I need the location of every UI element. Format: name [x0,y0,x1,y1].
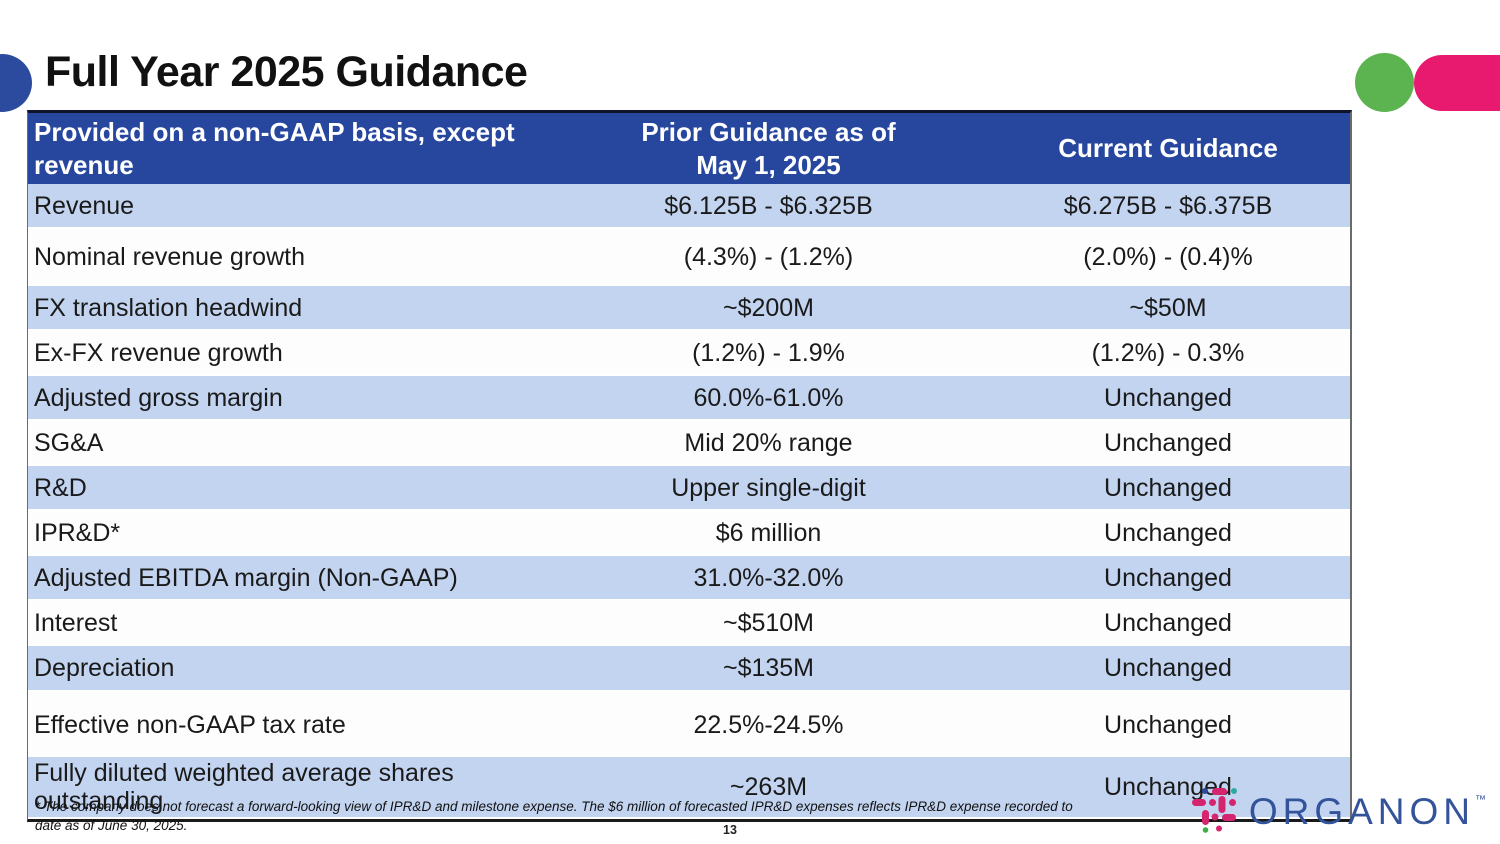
table-row: Nominal revenue growth (4.3%) - (1.2%) (… [28,229,1350,286]
row-label: Ex-FX revenue growth [34,338,283,367]
table-row: Effective non-GAAP tax rate 22.5%-24.5% … [28,692,1350,757]
current-guidance-value: Unchanged [1104,473,1232,502]
page-number: 13 [723,823,737,837]
row-label: Adjusted EBITDA margin (Non-GAAP) [34,563,458,592]
prior-guidance-value: ~263M [729,773,808,801]
prior-guidance-value: Upper single-digit [671,473,866,502]
table-row: Ex-FX revenue growth (1.2%) - 1.9% (1.2%… [28,331,1350,376]
table-row: Fully diluted weighted average shares ou… [28,757,1350,819]
guidance-table: Provided on a non-GAAP basis, except rev… [27,110,1352,822]
organon-logo-icon [1191,788,1237,833]
row-label: Adjusted gross margin [34,383,283,412]
table-row: Interest ~$510M Unchanged [28,601,1350,646]
table-row: Depreciation ~$135M Unchanged [28,646,1350,692]
row-label: IPR&D* [34,518,121,547]
current-guidance-value: Unchanged [1104,773,1232,801]
prior-guidance-value: (4.3%) - (1.2%) [683,242,854,271]
prior-guidance-value: 60.0%-61.0% [693,383,844,412]
current-guidance-value: Unchanged [1104,383,1232,412]
current-guidance-value: (1.2%) - 0.3% [1091,338,1245,367]
prior-guidance-value: (1.2%) - 1.9% [692,338,845,367]
prior-guidance-value: ~$510M [722,608,815,637]
row-label: Depreciation [34,654,175,682]
current-guidance-value: Unchanged [1104,518,1232,547]
page-title: Full Year 2025 Guidance [45,48,528,96]
current-guidance-value: Unchanged [1104,563,1232,592]
row-label: Nominal revenue growth [34,242,305,271]
row-label: FX translation headwind [34,293,303,322]
organon-wordmark: ORGANON™ [1248,790,1486,832]
current-guidance-value: Unchanged [1104,428,1232,457]
table-row: Adjusted EBITDA margin (Non-GAAP) 31.0%-… [28,556,1350,601]
header-current-guidance-column: Current Guidance [1058,133,1278,164]
current-guidance-value: Unchanged [1104,608,1232,637]
table-row: IPR&D* $6 million Unchanged [28,511,1350,556]
green-circle [1355,53,1414,112]
prior-guidance-value: Mid 20% range [684,428,853,457]
prior-guidance-value: ~$135M [722,654,815,682]
current-guidance-value: (2.0%) - (0.4)% [1083,242,1253,271]
prior-guidance-value: 31.0%-32.0% [693,563,844,592]
current-guidance-value: ~$50M [1129,293,1207,322]
table-row: Adjusted gross margin 60.0%-61.0% Unchan… [28,376,1350,421]
footnote: * The company does not forecast a forwar… [35,799,1073,833]
table-row: SG&A Mid 20% range Unchanged [28,421,1350,466]
header-basis-column: Provided on a non-GAAP basis, except rev… [34,117,515,180]
organon-logo: ORGANON™ [1191,784,1486,838]
row-label: R&D [34,473,87,502]
trademark-symbol: ™ [1475,793,1486,806]
prior-guidance-value: ~$200M [722,293,815,322]
prior-guidance-value: $6 million [715,518,822,547]
header-prior-guidance-column: Prior Guidance as of May 1, 2025 [641,117,896,180]
row-label: Interest [34,608,118,637]
row-label: Fully diluted weighted average shares ou… [34,759,454,815]
prior-guidance-value: $6.125B - $6.325B [664,191,873,220]
current-guidance-value: Unchanged [1104,710,1232,739]
current-guidance-value: Unchanged [1104,654,1232,682]
table-row: R&D Upper single-digit Unchanged [28,466,1350,511]
row-label: Revenue [34,191,135,220]
pink-pill [1414,55,1500,111]
prior-guidance-value: 22.5%-24.5% [693,710,844,739]
table-row: Revenue $6.125B - $6.325B $6.275B - $6.3… [28,184,1350,229]
row-label: SG&A [34,428,104,457]
table-row: FX translation headwind ~$200M ~$50M [28,286,1350,331]
left-edge-blue-circle [0,54,32,112]
current-guidance-value: $6.275B - $6.375B [1063,191,1273,220]
row-label: Effective non-GAAP tax rate [34,710,346,739]
table-header-row: Provided on a non-GAAP basis, except rev… [28,113,1350,184]
